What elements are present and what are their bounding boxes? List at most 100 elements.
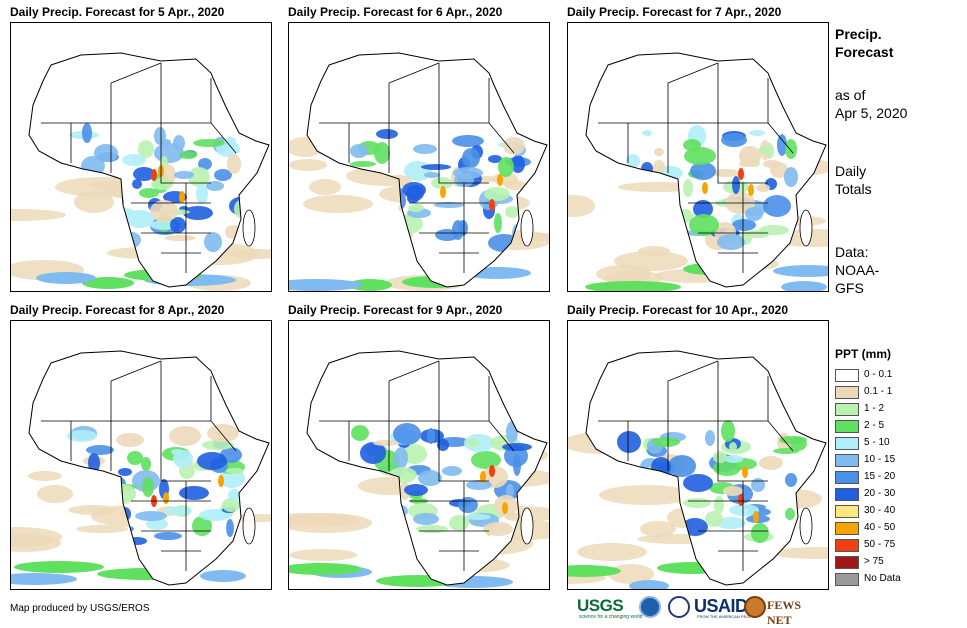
ocean-precip-area	[599, 485, 693, 505]
precip-area	[139, 188, 159, 198]
precip-area	[627, 511, 635, 525]
sidebar-data-line2: NOAA-	[835, 262, 880, 278]
precip-area	[413, 513, 439, 525]
precip-area	[418, 470, 442, 486]
precip-area	[188, 167, 210, 187]
sidebar-title-line1: Precip.	[835, 26, 882, 42]
precip-area	[690, 162, 716, 180]
legend-label: 20 - 30	[864, 488, 896, 499]
country-border	[767, 420, 794, 452]
precip-area	[196, 184, 208, 204]
ocean-precip-area	[309, 179, 341, 195]
precip-area	[150, 220, 176, 230]
country-border	[667, 360, 719, 382]
legend-item: 5 - 10	[835, 435, 955, 452]
precip-area	[785, 508, 795, 520]
precip-area	[179, 486, 209, 500]
madagascar	[799, 507, 813, 545]
precip-area	[421, 164, 451, 170]
legend-label: 40 - 50	[864, 522, 896, 533]
precip-area	[85, 483, 115, 503]
heavy-precip-area	[497, 174, 503, 186]
precip-area	[434, 202, 464, 208]
precip-area	[725, 455, 743, 463]
precip-area	[484, 187, 510, 201]
precip-area	[394, 447, 408, 469]
precip-area	[226, 519, 234, 537]
precip-area	[94, 144, 118, 162]
coastline	[585, 350, 827, 586]
precip-area	[683, 498, 711, 508]
precip-area	[141, 457, 151, 471]
legend-label: 0 - 0.1	[864, 369, 893, 380]
precip-area	[173, 135, 185, 151]
madagascar	[242, 507, 256, 545]
precip-area	[132, 179, 142, 189]
legend-item: 50 - 75	[835, 537, 955, 554]
sidebar-data-source: Data: NOAA- GFS	[835, 243, 879, 297]
precip-area	[347, 492, 373, 504]
precip-area	[88, 453, 100, 473]
precip-area	[164, 235, 196, 241]
precip-area	[350, 161, 376, 167]
usgs-tagline: science for a changing world	[579, 614, 643, 620]
usgs-logo: USGS	[577, 596, 624, 615]
legend-item: 30 - 40	[835, 503, 955, 520]
precip-area	[739, 146, 761, 166]
legend-swatch	[835, 386, 859, 399]
precip-area	[458, 220, 468, 236]
legend-label: 10 - 15	[864, 454, 896, 465]
precip-map	[10, 320, 272, 590]
precip-area	[653, 160, 665, 174]
legend-swatch	[835, 522, 859, 535]
sidebar-data-line1: Data:	[835, 244, 869, 260]
precip-area	[779, 436, 807, 444]
country-border	[388, 62, 440, 84]
legend-swatch	[835, 437, 859, 450]
country-border	[388, 360, 440, 382]
precip-area	[393, 423, 421, 445]
precip-map	[10, 22, 272, 292]
heavy-precip-area	[702, 182, 708, 194]
heavy-precip-area	[489, 465, 495, 477]
country-border	[160, 123, 211, 184]
country-border	[210, 420, 237, 452]
precip-area	[204, 232, 222, 252]
ocean-precip-area	[28, 471, 62, 481]
precip-area	[488, 155, 502, 163]
precip-area	[226, 468, 244, 474]
heavy-precip-area	[440, 186, 446, 198]
precip-area	[96, 221, 122, 229]
precip-area	[173, 450, 193, 468]
precip-area	[416, 525, 448, 533]
africa-map-svg	[568, 350, 828, 589]
precip-area	[62, 227, 92, 243]
ocean-precip-area	[289, 513, 359, 527]
precip-area	[179, 151, 197, 159]
precip-area	[227, 154, 241, 174]
precip-area	[170, 217, 186, 233]
precip-area	[729, 504, 759, 516]
precip-area	[716, 517, 746, 529]
legend-item: 2 - 5	[835, 418, 955, 435]
africa-map-svg	[289, 52, 549, 291]
legend-swatch	[835, 505, 859, 518]
precip-area	[406, 185, 424, 201]
legend-item: 0.1 - 1	[835, 384, 955, 401]
precip-area	[122, 154, 146, 166]
precip-area	[392, 534, 404, 542]
precip-area	[207, 424, 239, 442]
heavy-precip-area	[480, 471, 486, 483]
ocean-precip-area	[37, 485, 73, 503]
sidebar-asof-line1: as of	[835, 87, 866, 103]
country-border	[438, 123, 489, 184]
precip-map	[288, 22, 550, 292]
precip-area	[146, 518, 168, 530]
precip-area	[86, 445, 114, 455]
usaid-logo: USAID	[694, 596, 748, 616]
precip-area	[225, 225, 243, 239]
precip-area	[379, 220, 387, 232]
ocean-precip-area	[11, 573, 77, 585]
ocean-precip-area	[11, 527, 62, 547]
precip-area	[759, 456, 783, 470]
